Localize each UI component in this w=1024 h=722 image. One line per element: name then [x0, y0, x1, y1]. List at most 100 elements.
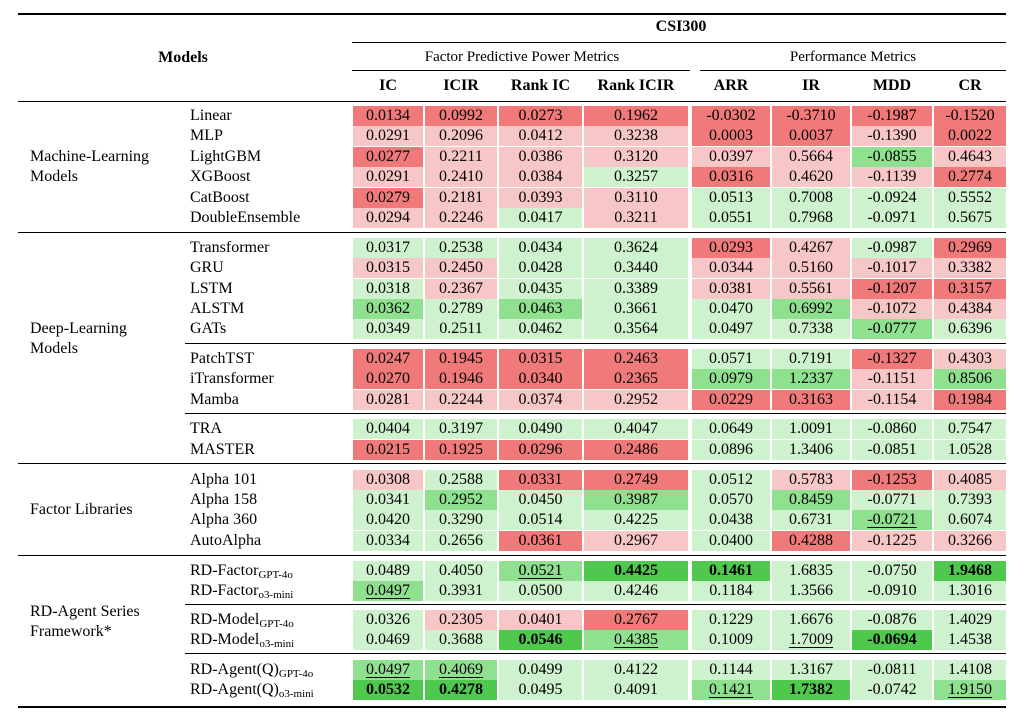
title-rule	[352, 42, 1006, 43]
metric-cell: 1.2337	[772, 369, 850, 389]
model-name: DoubleEnsemble	[190, 209, 301, 226]
metric-cell: 0.1229	[692, 610, 770, 630]
metric-cell: 0.0490	[499, 419, 582, 439]
metric-cell: 0.2588	[425, 470, 497, 490]
metric-cell: 0.0308	[353, 470, 423, 490]
metric-cell: -0.1154	[852, 390, 932, 410]
group-label-line: Machine-Learning	[30, 148, 150, 165]
metric-cell: 0.0279	[353, 188, 423, 208]
metric-cell: 0.0462	[499, 319, 582, 339]
metric-cell: 0.1144	[692, 660, 770, 680]
metric-cell: 0.2486	[584, 440, 688, 460]
model-name: MLP	[190, 127, 223, 144]
group1-rule	[352, 70, 690, 71]
column-header-ir: IR	[802, 77, 820, 94]
model-name: RD-FactorGPT-4o	[190, 562, 293, 581]
metric-cell: 0.0532	[353, 680, 423, 700]
metric-cell: 0.2305	[425, 610, 497, 630]
metric-cell: 0.0514	[499, 510, 582, 530]
metric-cell: 0.0331	[499, 470, 582, 490]
metric-cell: 0.2181	[425, 188, 497, 208]
metric-cell: -0.0876	[852, 610, 932, 630]
model-name: TRA	[190, 420, 222, 437]
metric-cell: 0.2410	[425, 167, 497, 187]
metric-cell: 0.3211	[584, 208, 688, 228]
metric-cell: 0.7008	[772, 188, 850, 208]
metric-cell: 1.6676	[772, 610, 850, 630]
metric-cell: 0.2096	[425, 126, 497, 146]
model-name: RD-ModelGPT-4o	[190, 611, 294, 630]
metric-cell: 0.0362	[353, 299, 423, 319]
column-header-icir: ICIR	[443, 77, 479, 94]
metric-cell: -0.0855	[852, 147, 932, 167]
metric-cell: 0.0381	[692, 279, 770, 299]
metric-cell: 0.0215	[353, 440, 423, 460]
metric-cell: 0.7338	[772, 319, 850, 339]
top-rule	[18, 13, 1006, 15]
model-name: iTransformer	[190, 370, 274, 387]
model-name: Alpha 158	[190, 491, 258, 508]
metric-cell: 0.3931	[425, 581, 497, 601]
metric-cell: 0.1984	[934, 390, 1006, 410]
group-label-line: Framework*	[30, 623, 112, 640]
metric-cell: 0.0521	[499, 561, 582, 581]
metric-cell: -0.1987	[852, 106, 932, 126]
group-label-line: Factor Libraries	[30, 501, 133, 518]
column-header-ic: IC	[379, 77, 397, 94]
model-name: GATs	[190, 320, 227, 337]
metric-cell: -0.0910	[852, 581, 932, 601]
metric-cell: 0.0546	[499, 630, 582, 650]
model-name: Transformer	[190, 239, 270, 256]
metric-cell: -0.1225	[852, 531, 932, 551]
model-name: XGBoost	[190, 168, 251, 185]
metric-cell: 0.7968	[772, 208, 850, 228]
model-name: RD-Agent(Q)o3-mini	[190, 681, 314, 700]
metric-cell: 0.4385	[584, 630, 688, 650]
metric-cell: 0.0374	[499, 390, 582, 410]
metric-cell: 1.9468	[934, 561, 1006, 581]
metric-cell: 0.0571	[692, 349, 770, 369]
metric-cell: 0.0315	[353, 258, 423, 278]
metric-cell: 0.3987	[584, 490, 688, 510]
metric-cell: 0.0397	[692, 147, 770, 167]
metric-cell: -0.1017	[852, 258, 932, 278]
group-label-line: Deep-Learning	[30, 320, 127, 337]
metric-cell: 0.2246	[425, 208, 497, 228]
metric-cell: 0.0341	[353, 490, 423, 510]
model-name: AutoAlpha	[190, 532, 262, 549]
metric-cell: -0.0971	[852, 208, 932, 228]
metric-cell: 0.4425	[584, 561, 688, 581]
metric-cell: 0.0400	[692, 531, 770, 551]
metric-cell: 0.0340	[499, 369, 582, 389]
metric-cell: 0.0450	[499, 490, 582, 510]
metric-cell: 0.0512	[692, 470, 770, 490]
metric-cell: 0.4225	[584, 510, 688, 530]
metric-cell: 1.7382	[772, 680, 850, 700]
model-name: Mamba	[190, 391, 239, 408]
metric-cell: 0.0229	[692, 390, 770, 410]
metric-cell: 0.0037	[772, 126, 850, 146]
metric-cell: 0.5664	[772, 147, 850, 167]
metric-cell: 0.0500	[499, 581, 582, 601]
metric-cell: 0.0293	[692, 238, 770, 258]
metric-cell: 0.2367	[425, 279, 497, 299]
metric-cell: 0.3389	[584, 279, 688, 299]
metric-cell: 0.4620	[772, 167, 850, 187]
metric-cell: 0.3564	[584, 319, 688, 339]
metric-cell: 0.0412	[499, 126, 582, 146]
metric-cell: 0.4278	[425, 680, 497, 700]
metric-cell: 0.3266	[934, 531, 1006, 551]
metric-cell: 0.4122	[584, 660, 688, 680]
model-name: Alpha 360	[190, 511, 258, 528]
metric-cell: -0.0811	[852, 660, 932, 680]
metric-cell: 0.0428	[499, 258, 582, 278]
metric-cell: 0.0315	[499, 349, 582, 369]
metric-cell: 0.3688	[425, 630, 497, 650]
metric-cell: -0.0742	[852, 680, 932, 700]
group-label: RD-Agent Series Framework*	[30, 602, 140, 642]
factor-metrics-header: Factor Predictive Power Metrics	[424, 49, 620, 65]
metric-cell: 0.2656	[425, 531, 497, 551]
model-name: Alpha 101	[190, 471, 258, 488]
performance-metrics-header: Performance Metrics	[789, 49, 917, 65]
metric-cell: -0.0694	[852, 630, 932, 650]
